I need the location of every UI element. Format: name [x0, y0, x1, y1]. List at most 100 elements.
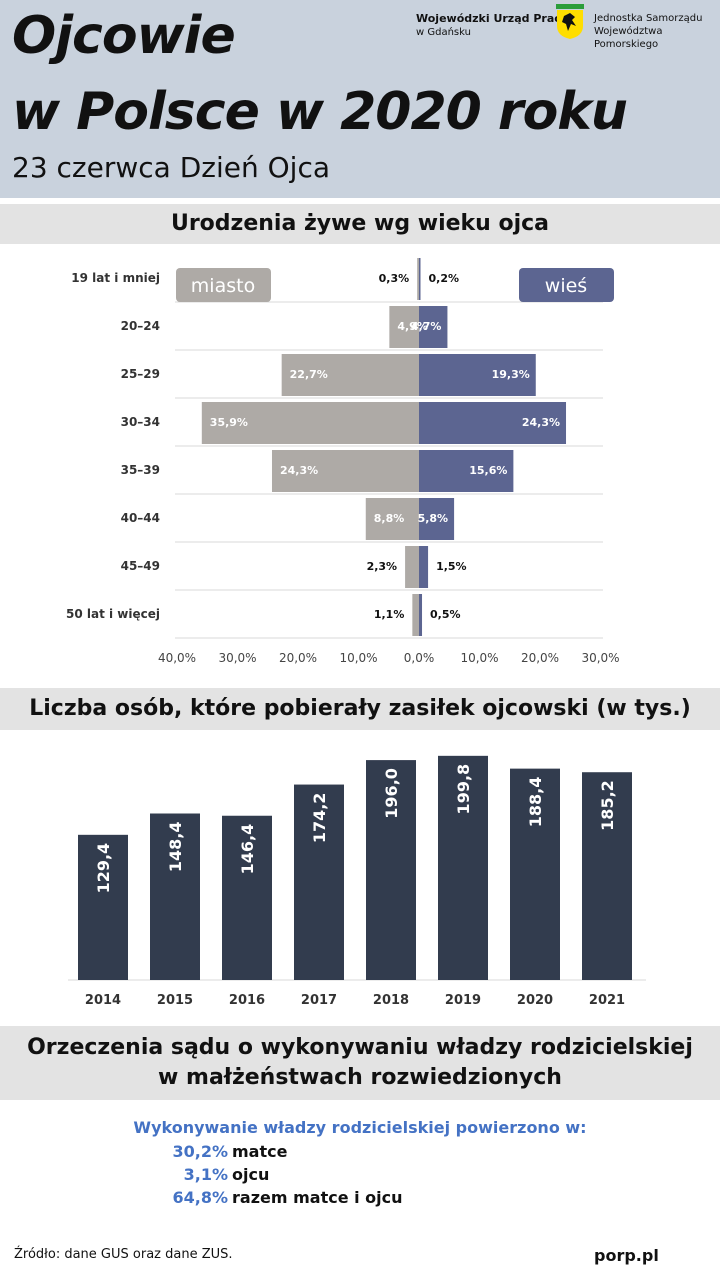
age-group-label: 50 lat i więcej — [66, 607, 160, 621]
griffin-crest-icon — [556, 4, 584, 39]
bar-year — [222, 815, 272, 980]
year-tick-label: 2016 — [229, 993, 265, 1008]
bar-value-label: 146,4 — [238, 824, 257, 875]
court-item-label: razem matce i ojcu — [232, 1188, 403, 1207]
bar-wies — [419, 546, 429, 588]
data-label-wies: 24,3% — [522, 416, 560, 429]
section-heading-births: Urodzenia żywe wg wieku ojca — [0, 204, 720, 244]
bar-wies — [419, 498, 455, 540]
section-heading-allowance: Liczba osób, które pobierały zasiłek ojc… — [0, 688, 720, 730]
bar-miasto — [389, 306, 419, 348]
data-label-wies: 0,5% — [430, 608, 461, 621]
legend-swatch-miasto — [176, 268, 271, 302]
page-subtitle: 23 czerwca Dzień Ojca — [12, 151, 330, 184]
bar-value-label: 129,4 — [94, 843, 113, 894]
court-lead-text: Wykonywanie władzy rodzicielskiej powier… — [133, 1118, 587, 1137]
bar-wies — [419, 594, 423, 636]
bar-value-label: 185,2 — [598, 780, 617, 831]
bar-value-label: 199,8 — [454, 764, 473, 815]
bar-miasto — [201, 402, 419, 444]
bar-year — [510, 768, 560, 980]
org-wup-name: Wojewódzki Urząd Pracy w Gdańsku — [416, 12, 568, 39]
bar-value-label: 196,0 — [382, 768, 401, 819]
legend-label-wies: wieś — [545, 275, 587, 297]
age-group-label: 45–49 — [121, 559, 160, 573]
data-label-wies: 1,5% — [436, 560, 467, 573]
bar-wies — [419, 450, 514, 492]
births-pyramid-chart: 19 lat i mniej 0,3% 0,2% 20–24 4,9%4,7% 25–29… — [66, 258, 620, 665]
bar-miasto — [365, 498, 419, 540]
court-heading-line1: Orzeczenia sądu o wykonywaniu władzy rod… — [27, 1035, 693, 1060]
data-label-wies: 4,7% — [411, 320, 442, 333]
court-item-value: 30,2% — [172, 1142, 228, 1161]
x-tick-label: 10,0% — [339, 651, 377, 665]
bar-wies — [419, 402, 567, 444]
legend-label-miasto: miasto — [191, 275, 255, 297]
page-title-line2: w Polsce w 2020 roku — [12, 82, 628, 142]
year-tick-label: 2021 — [589, 993, 625, 1008]
source-note: Źródło: dane GUS oraz dane ZUS. — [14, 1247, 233, 1262]
year-tick-label: 2018 — [373, 993, 409, 1008]
bar-miasto — [281, 354, 419, 396]
x-tick-label: 30,0% — [581, 651, 619, 665]
court-item-label: matce — [232, 1142, 288, 1161]
court-item-value: 64,8% — [172, 1188, 228, 1207]
year-tick-label: 2017 — [301, 993, 337, 1008]
age-group-label: 20–24 — [121, 319, 160, 333]
data-label-miasto: 1,1% — [374, 608, 405, 621]
paternity-allowance-chart: 129,4 2014 148,4 2015 146,4 2016 174,2 2017 196,… — [68, 755, 646, 1008]
bar-miasto — [271, 450, 419, 492]
bar-year — [438, 755, 488, 980]
bar-year — [366, 760, 416, 980]
bar-miasto — [412, 594, 419, 636]
bar-year — [150, 813, 200, 980]
data-label-wies: 5,8% — [418, 512, 449, 525]
x-tick-label: 10,0% — [460, 651, 498, 665]
data-label-wies: 15,6% — [469, 464, 507, 477]
legend-swatch-wies — [519, 268, 614, 302]
org-samorzad-line2: Województwa Pomorskiego — [594, 26, 663, 50]
org-samorzad-name: Jednostka Samorządu Województwa Pomorski… — [594, 12, 720, 51]
court-item: 3,1% ojcu — [150, 1165, 270, 1184]
bar-value-label: 188,4 — [526, 777, 545, 828]
bar-value-label: 148,4 — [166, 822, 185, 873]
bar-year — [582, 772, 632, 980]
bar-year — [78, 834, 128, 980]
data-label-miasto: 22,7% — [290, 368, 328, 381]
court-item: 64,8% razem matce i ojcu — [150, 1188, 403, 1207]
court-item-label: ojcu — [232, 1165, 270, 1184]
data-label-miasto: 2,3% — [367, 560, 398, 573]
age-group-label: 35–39 — [121, 463, 160, 477]
court-item: 30,2% matce — [150, 1142, 287, 1161]
data-label-miasto: 4,9% — [397, 320, 428, 333]
bar-wies — [419, 354, 536, 396]
year-tick-label: 2019 — [445, 993, 481, 1008]
x-tick-label: 20,0% — [521, 651, 559, 665]
data-label-wies: 0,2% — [429, 272, 460, 285]
section-heading-court: Orzeczenia sądu o wykonywaniu władzy rod… — [0, 1026, 720, 1100]
court-item-value: 3,1% — [183, 1165, 228, 1184]
data-label-miasto: 24,3% — [280, 464, 318, 477]
header-banner: Ojcowie w Polsce w 2020 roku 23 czerwca … — [0, 0, 720, 198]
age-group-label: 30–34 — [121, 415, 160, 429]
x-tick-label: 30,0% — [218, 651, 256, 665]
bar-value-label: 174,2 — [310, 793, 329, 844]
bar-miasto — [405, 546, 419, 588]
data-label-miasto: 8,8% — [374, 512, 405, 525]
data-label-wies: 19,3% — [492, 368, 530, 381]
x-tick-label: 0,0% — [404, 651, 435, 665]
year-tick-label: 2020 — [517, 993, 553, 1008]
bar-wies — [419, 258, 421, 300]
org-wup-line1: Wojewódzki Urząd Pracy — [416, 12, 568, 25]
court-heading-line2: w małżeństwach rozwiedzionych — [158, 1065, 562, 1090]
page-title-line1: Ojcowie — [12, 6, 236, 66]
year-tick-label: 2014 — [85, 993, 121, 1008]
age-group-label: 25–29 — [121, 367, 160, 381]
data-label-miasto: 0,3% — [379, 272, 410, 285]
bar-wies — [419, 306, 448, 348]
bar-year — [294, 784, 344, 980]
x-tick-label: 40,0% — [158, 651, 196, 665]
x-tick-label: 20,0% — [279, 651, 317, 665]
bar-miasto — [417, 258, 419, 300]
source-link[interactable]: porp.pl — [594, 1246, 659, 1265]
